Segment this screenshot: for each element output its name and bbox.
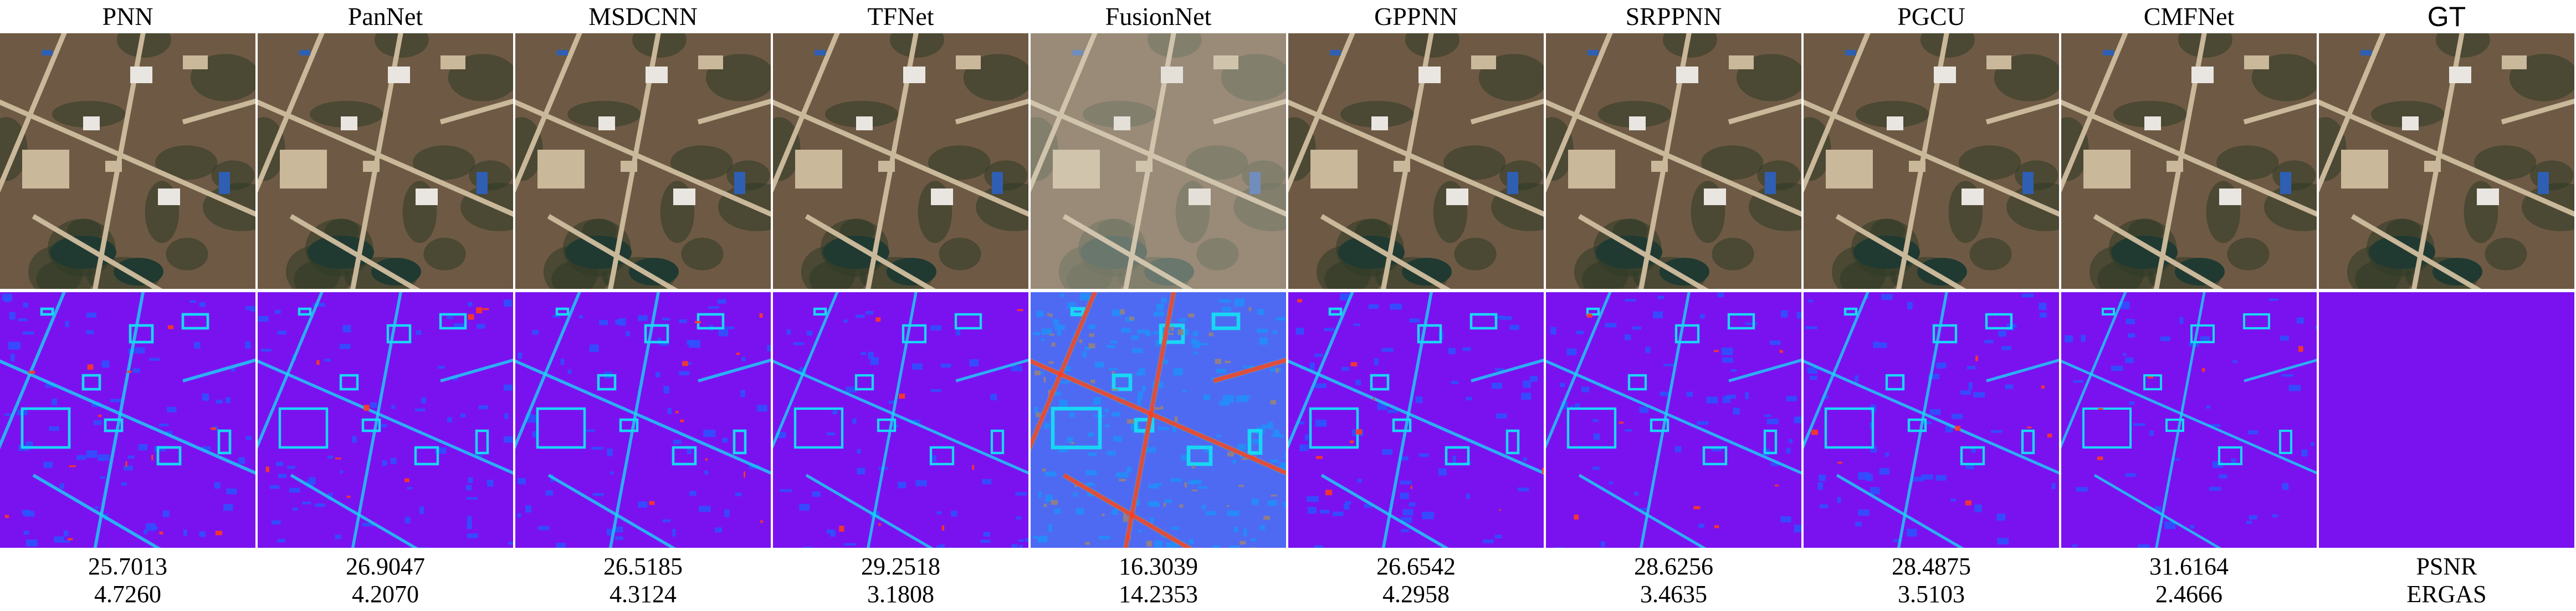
ergas-value: 2.4666 xyxy=(2155,581,2222,608)
error-map-fusionnet xyxy=(1031,292,1286,548)
rgb-result-fusionnet xyxy=(1031,33,1286,289)
error-heatmap xyxy=(1804,292,2059,548)
aerial-image xyxy=(0,33,255,289)
aerial-image xyxy=(2319,33,2574,289)
psnr-label: PSNR xyxy=(2416,553,2477,580)
error-heatmap xyxy=(2319,292,2574,548)
rgb-result-tfnet xyxy=(773,33,1028,289)
rgb-result-pannet xyxy=(258,33,513,289)
rgb-result-pgcu xyxy=(1804,33,2059,289)
rgb-result-gppnn xyxy=(1288,33,1544,289)
psnr-value: 26.5185 xyxy=(603,553,683,580)
metrics-pannet: 26.9047 4.2070 xyxy=(258,548,513,611)
metrics-legend-gt: PSNR ERGAS xyxy=(2319,548,2574,611)
col-title-msdcnn: MSDCNN xyxy=(588,2,698,30)
psnr-value: 28.4875 xyxy=(1892,553,1971,580)
psnr-value: 29.2518 xyxy=(861,553,940,580)
error-heatmap xyxy=(773,292,1028,548)
rgb-result-msdcnn xyxy=(515,33,771,289)
psnr-value: 26.9047 xyxy=(346,553,425,580)
ergas-value: 3.4635 xyxy=(1640,581,1707,608)
error-heatmap xyxy=(1546,292,1801,548)
ergas-value: 14.2353 xyxy=(1119,581,1198,608)
psnr-value: 16.3039 xyxy=(1119,553,1198,580)
aerial-image xyxy=(1804,33,2059,289)
error-map-gppnn xyxy=(1288,292,1544,548)
psnr-value: 28.6256 xyxy=(1634,553,1713,580)
aerial-image xyxy=(1288,33,1544,289)
metrics-srppnn: 28.6256 3.4635 xyxy=(1546,548,1801,611)
rgb-ground-truth xyxy=(2319,33,2574,289)
col-title-pnn: PNN xyxy=(102,2,153,30)
col-title-pannet: PanNet xyxy=(347,2,423,30)
ergas-value: 3.1808 xyxy=(867,581,934,608)
col-title-tfnet: TFNet xyxy=(867,2,934,30)
ergas-value: 4.2958 xyxy=(1382,581,1450,608)
col-title-srppnn: SRPPNN xyxy=(1625,2,1722,30)
metrics-pnn: 25.7013 4.7260 xyxy=(0,548,255,611)
rgb-result-cmfnet xyxy=(2061,33,2317,289)
aerial-image xyxy=(515,33,771,289)
col-title-gt: GT xyxy=(2427,1,2466,32)
psnr-value: 26.6542 xyxy=(1376,553,1456,580)
rgb-result-srppnn xyxy=(1546,33,1801,289)
metrics-tfnet: 29.2518 3.1808 xyxy=(773,548,1028,611)
error-map-srppnn xyxy=(1546,292,1801,548)
error-heatmap xyxy=(2061,292,2317,548)
rgb-result-pnn xyxy=(0,33,255,289)
error-map-pnn xyxy=(0,292,255,548)
ergas-value: 4.7260 xyxy=(94,581,161,608)
metrics-pgcu: 28.4875 3.5103 xyxy=(1804,548,2059,611)
error-map-tfnet xyxy=(773,292,1028,548)
metrics-gppnn: 26.6542 4.2958 xyxy=(1288,548,1544,611)
error-heatmap xyxy=(515,292,771,548)
psnr-value: 31.6164 xyxy=(2149,553,2229,580)
col-title-pgcu: PGCU xyxy=(1897,2,1965,30)
ergas-label: ERGAS xyxy=(2406,581,2487,608)
ergas-value: 4.2070 xyxy=(352,581,419,608)
metrics-fusionnet: 16.3039 14.2353 xyxy=(1031,548,1286,611)
error-map-cmfnet xyxy=(2061,292,2317,548)
error-map-pgcu xyxy=(1804,292,2059,548)
error-heatmap xyxy=(1031,292,1286,548)
aerial-image xyxy=(773,33,1028,289)
error-map-pannet xyxy=(258,292,513,548)
col-title-gppnn: GPPNN xyxy=(1374,2,1458,30)
error-heatmap xyxy=(258,292,513,548)
metrics-cmfnet: 31.6164 2.4666 xyxy=(2061,548,2317,611)
aerial-image xyxy=(1546,33,1801,289)
error-map-msdcnn xyxy=(515,292,771,548)
psnr-value: 25.7013 xyxy=(88,553,167,580)
col-title-fusionnet: FusionNet xyxy=(1105,2,1212,30)
ergas-value: 4.3124 xyxy=(610,581,677,608)
error-map-gt xyxy=(2319,292,2574,548)
col-title-cmfnet: CMFNet xyxy=(2143,2,2235,30)
aerial-image xyxy=(258,33,513,289)
error-heatmap xyxy=(0,292,255,548)
aerial-image xyxy=(1031,33,1286,289)
aerial-image xyxy=(2061,33,2317,289)
error-heatmap xyxy=(1288,292,1544,548)
ergas-value: 3.5103 xyxy=(1898,581,1965,608)
metrics-msdcnn: 26.5185 4.3124 xyxy=(515,548,771,611)
